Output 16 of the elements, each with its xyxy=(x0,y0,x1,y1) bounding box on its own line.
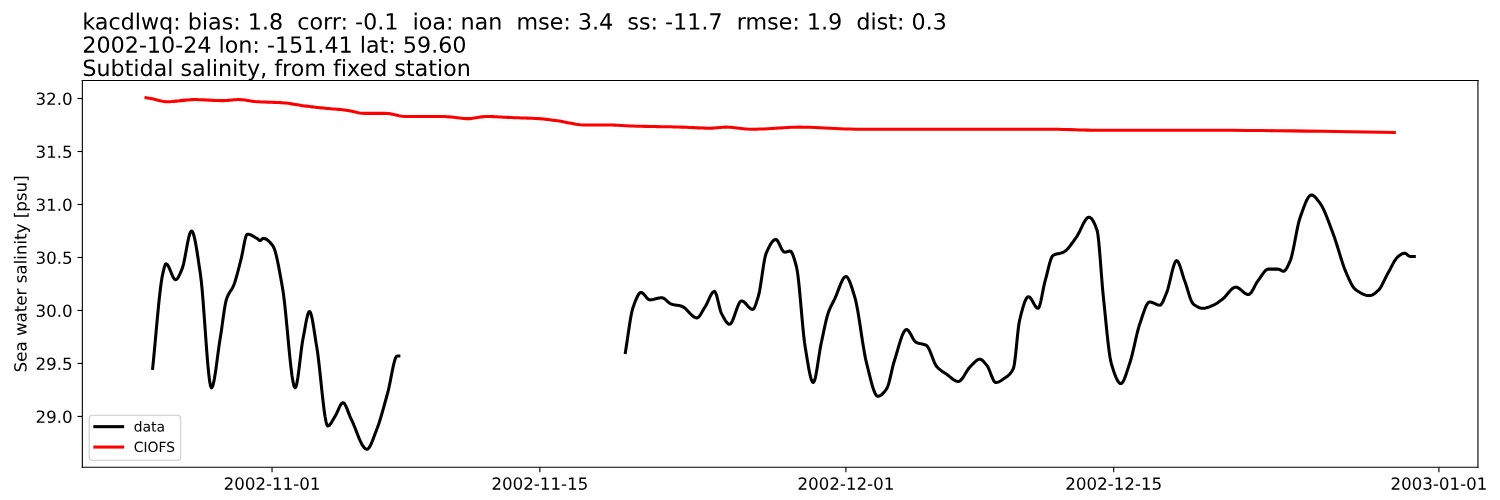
legend-label: CIOFS xyxy=(134,441,175,453)
y-tick-label: 29.5 xyxy=(36,357,72,371)
chart-title: kacdlwq: bias: 1.8 corr: -0.1 ioa: nan mse: 3.4 ss: -11.7 rmse: 1.9 dist: 0.3 2002-10-24 lon: -151.41 lat: 59.60 Subtidal salinity, from fixed station xyxy=(83,12,946,81)
x-tick-label: 2002-12-15 xyxy=(1066,477,1161,490)
x-tick-label: 2002-11-15 xyxy=(492,477,587,490)
legend-label: data xyxy=(134,420,164,432)
y-tick-label: 30.5 xyxy=(36,251,72,265)
y-axis-title: Sea water salinity [psu] xyxy=(13,176,30,372)
x-tick-label: 2003-01-01 xyxy=(1391,477,1486,490)
y-tick-label: 32.0 xyxy=(36,92,72,106)
x-tick-label: 2002-12-01 xyxy=(798,477,893,490)
x-tick-label: 2002-11-01 xyxy=(224,477,319,490)
y-tick-label: 29.0 xyxy=(36,410,72,423)
y-tick-label: 31.0 xyxy=(36,198,72,212)
y-tick-label: 31.5 xyxy=(36,145,72,159)
y-tick-label: 30.0 xyxy=(36,304,72,318)
